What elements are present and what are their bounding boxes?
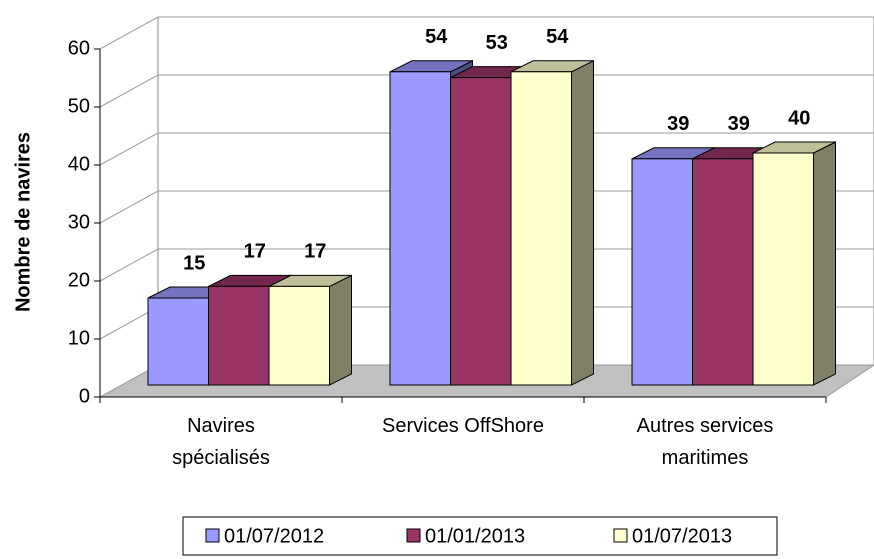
value-label: 39 xyxy=(728,113,750,135)
y-tick-label: 10 xyxy=(68,327,90,349)
bar xyxy=(752,141,836,386)
value-label: 15 xyxy=(183,252,205,274)
y-tick-label: 30 xyxy=(68,211,90,233)
bar-side xyxy=(813,141,836,386)
value-label: 17 xyxy=(304,241,326,263)
bar-side xyxy=(571,59,594,386)
bar xyxy=(510,59,594,386)
value-label: 54 xyxy=(425,26,448,48)
y-tick-label: 0 xyxy=(79,385,90,407)
y-axis-label: Nombre de navires xyxy=(12,132,34,312)
legend-swatch xyxy=(205,528,220,543)
y-tick-label: 20 xyxy=(68,269,90,291)
value-label: 39 xyxy=(667,113,689,135)
bar-front xyxy=(510,71,572,386)
legend-label: 01/01/2013 xyxy=(425,525,525,547)
y-tick-label: 40 xyxy=(68,153,90,175)
bar-front xyxy=(147,297,209,386)
legend-swatch xyxy=(406,528,421,543)
bar-front xyxy=(752,152,814,386)
x-tick-label: Autres services maritimes xyxy=(636,415,774,469)
legend-box xyxy=(182,516,778,556)
x-tick-label: Navires spécialisés xyxy=(172,415,270,469)
legend-label: 01/07/2013 xyxy=(632,525,732,547)
bar-front xyxy=(450,77,512,386)
bar-side xyxy=(329,274,352,386)
grid-line xyxy=(99,16,874,50)
bar-front xyxy=(631,158,693,386)
legend-swatch xyxy=(613,528,628,543)
bar-front xyxy=(208,285,270,386)
value-label: 54 xyxy=(546,26,569,48)
grid-line xyxy=(99,74,874,108)
y-tick-label: 60 xyxy=(68,37,90,59)
value-label: 40 xyxy=(788,107,810,129)
x-tick-label: Services OffShore xyxy=(382,415,544,437)
grid-line xyxy=(99,132,874,166)
value-label: 17 xyxy=(244,241,266,263)
bar xyxy=(268,274,352,386)
bar-front xyxy=(692,158,754,386)
bar-front xyxy=(389,71,451,386)
y-tick-label: 50 xyxy=(68,95,90,117)
value-label: 53 xyxy=(486,32,508,54)
bar-front xyxy=(268,285,330,386)
legend-label: 01/07/2012 xyxy=(224,525,324,547)
